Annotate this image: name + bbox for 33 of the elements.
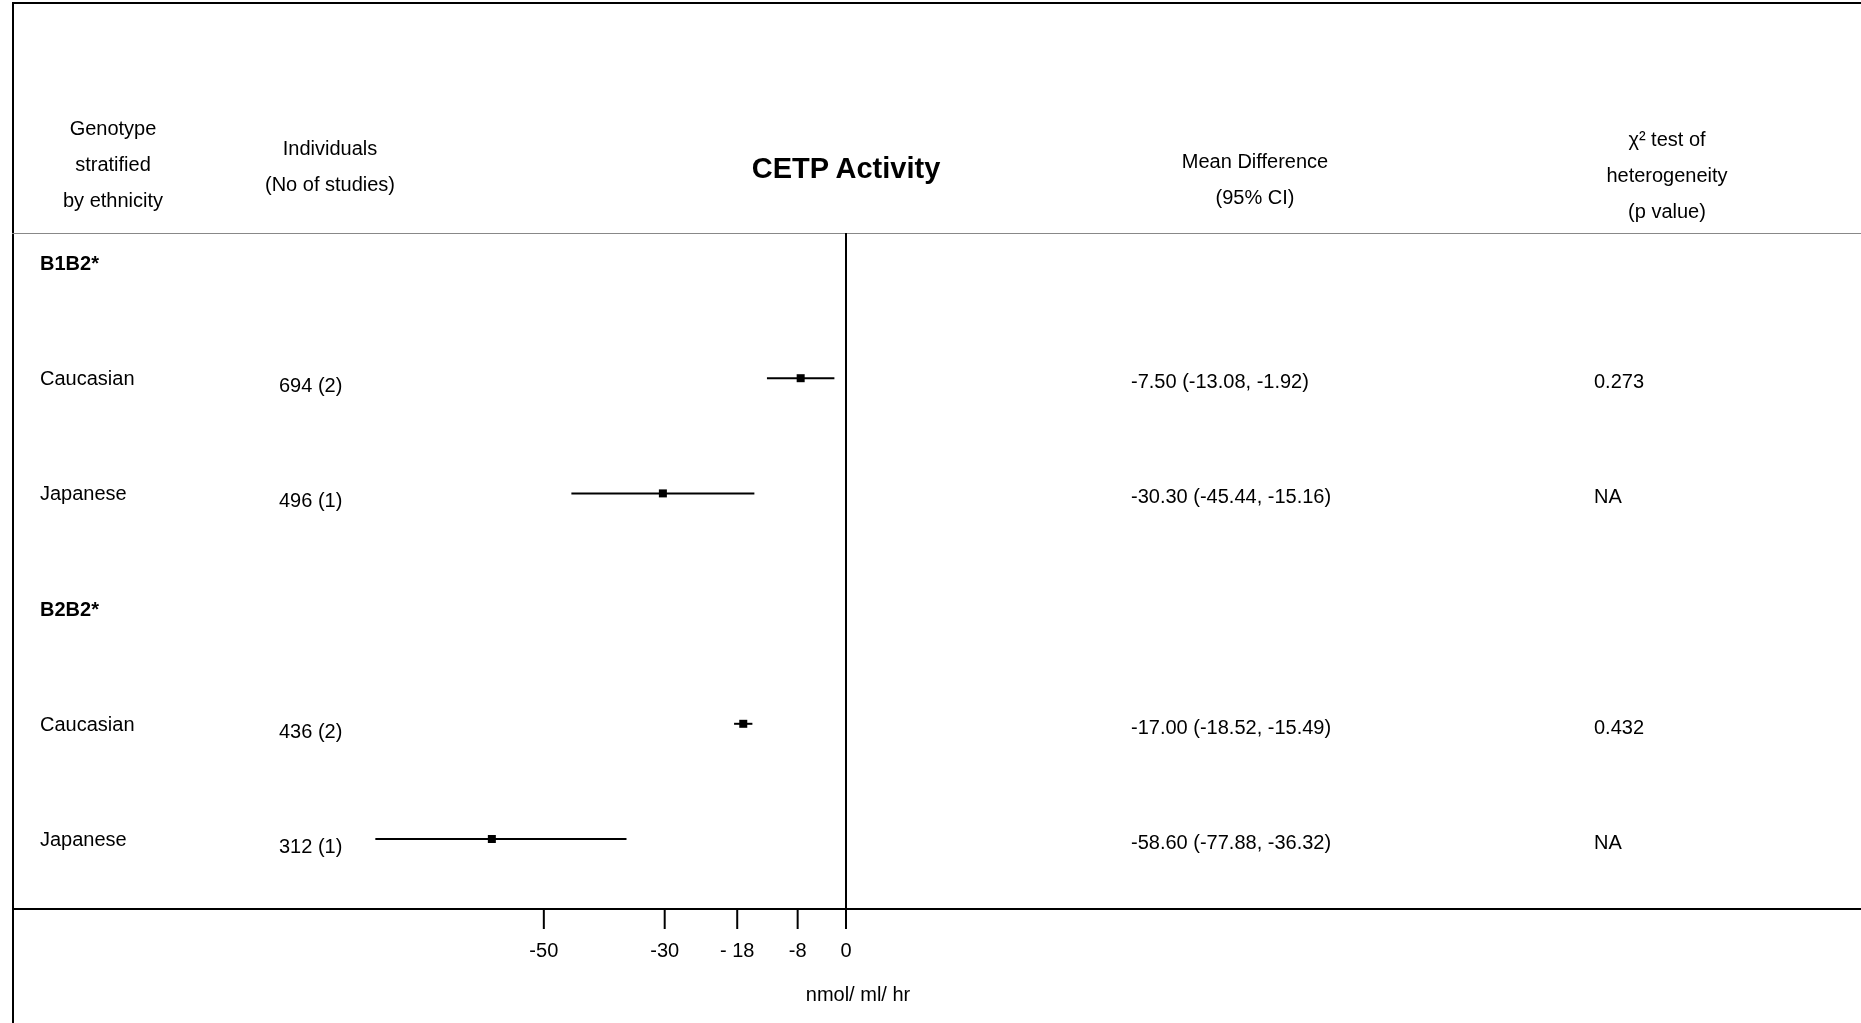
- x-tick-label: -8: [788, 939, 807, 962]
- text: NA: [1594, 831, 1622, 854]
- text: NA: [1594, 485, 1622, 509]
- chart-title: CETP Activity: [750, 152, 942, 185]
- x-tick-label: -50: [529, 939, 559, 962]
- y-tick-label: B1B2*: [40, 252, 100, 274]
- text: -7.50 (-13.08, -1.92): [1131, 370, 1309, 394]
- text: χ² test of heterogeneity (p value): [1605, 127, 1729, 224]
- x-tick-label: -30: [650, 939, 680, 962]
- annotation: 496 (1): [279, 489, 343, 513]
- point: [739, 719, 748, 728]
- text: 0.273: [1594, 370, 1645, 394]
- text: Mean Difference (95% CI): [1180, 149, 1330, 210]
- text: -58.60 (-77.88, -36.32): [1131, 831, 1332, 854]
- point: [658, 489, 667, 498]
- y-tick-label: Caucasian: [40, 367, 135, 390]
- x-tick-label: 0: [840, 939, 852, 962]
- annotation: 694 (2): [279, 374, 343, 398]
- annotation: 436 (2): [279, 719, 343, 743]
- text: -30.30 (-45.44, -15.16): [1131, 485, 1332, 509]
- text: Individuals (No of studies): [263, 136, 397, 197]
- y-tick-label: Japanese: [40, 482, 127, 505]
- x-axis-title: nmol/ ml/ hr: [804, 983, 912, 1006]
- text: -17.00 (-18.52, -15.49): [1131, 715, 1332, 739]
- annotation: 312 (1): [279, 835, 343, 858]
- y-tick-label: B2B2*: [40, 597, 100, 620]
- point: [796, 374, 805, 383]
- y-tick-label: Caucasian: [40, 712, 135, 735]
- text: 0.432: [1594, 715, 1645, 739]
- point: [487, 835, 496, 843]
- text: Genotype stratified by ethnicity: [61, 116, 165, 213]
- x-tick-label: - 18: [719, 939, 755, 962]
- y-tick-label: Japanese: [40, 828, 127, 850]
